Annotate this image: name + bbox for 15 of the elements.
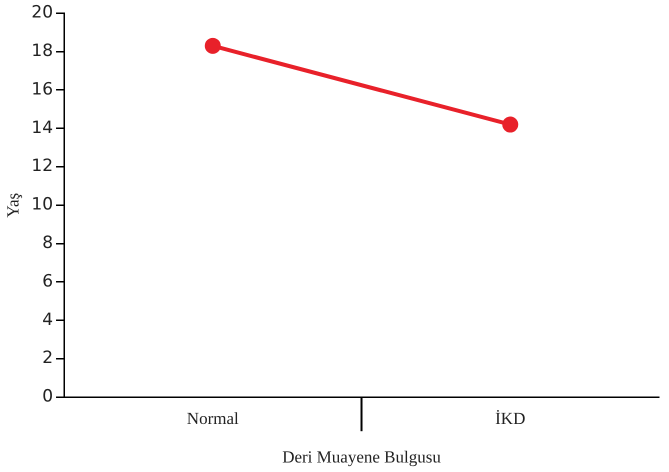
y-tick-label: 6 — [42, 271, 54, 292]
y-tick-label: 4 — [42, 310, 54, 330]
x-tick-label: Normal — [186, 408, 240, 428]
y-tick-label: 2 — [42, 348, 54, 368]
y-tick-label: 10 — [31, 194, 54, 215]
y-tick-label: 14 — [31, 118, 54, 138]
y-tick-label: 20 — [31, 2, 54, 23]
y-tick-label: 0 — [42, 386, 54, 407]
y-tick-label: 18 — [31, 41, 54, 62]
y-tick-label: 12 — [31, 156, 54, 176]
x-axis-title: Deri Muayene Bulgusu — [282, 447, 442, 466]
y-tick-label: 8 — [42, 233, 54, 254]
y-tick-label: 16 — [31, 79, 54, 100]
x-tick-label: İKD — [495, 408, 526, 428]
y-axis-title: Yaş — [4, 192, 23, 218]
